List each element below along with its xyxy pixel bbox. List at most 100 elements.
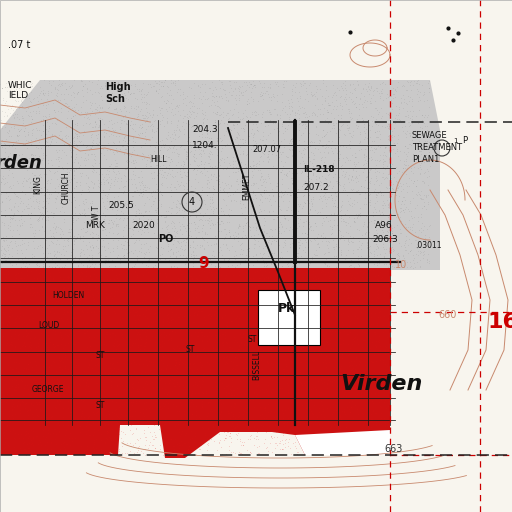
Point [346,429,354,437]
Point [328,98,336,106]
Point [346,117,354,125]
Point [211,295,220,303]
Point [236,330,244,338]
Point [2,212,10,220]
Point [173,364,181,372]
Polygon shape [258,290,320,345]
Point [276,218,284,226]
Point [186,271,195,280]
Point [94,359,102,368]
Point [311,236,319,244]
Point [235,408,243,416]
Point [248,84,257,92]
Point [80,160,89,168]
Point [0,175,6,183]
Point [18,371,26,379]
Point [71,120,79,128]
Point [306,205,314,213]
Point [164,97,173,105]
Point [371,167,379,176]
Point [164,228,173,236]
Point [141,139,149,147]
Point [210,101,219,110]
Point [318,237,326,245]
Point [308,278,316,286]
Point [426,221,434,229]
Point [292,444,300,452]
Point [278,98,286,106]
Point [325,141,333,149]
Point [0,84,7,92]
Point [221,331,229,339]
Point [288,212,296,220]
Point [395,261,403,269]
Point [281,443,289,452]
Point [372,104,380,113]
Point [232,95,241,103]
Point [360,230,369,239]
Text: W T: W T [92,205,101,220]
Point [63,308,71,316]
Point [224,255,232,264]
Point [184,390,193,398]
Point [59,438,68,446]
Point [204,173,212,181]
Point [230,105,238,114]
Point [148,358,157,367]
Point [391,86,399,94]
Point [273,124,282,133]
Point [340,390,348,398]
Point [386,108,394,116]
Point [164,281,172,289]
Point [41,116,50,124]
Point [258,147,266,156]
Point [332,391,340,399]
Point [34,300,42,308]
Point [404,249,412,257]
Point [85,303,93,311]
Point [135,304,143,312]
Point [69,82,77,90]
Point [395,105,403,113]
Point [176,326,184,334]
Point [84,288,92,296]
Point [205,335,213,343]
Point [76,161,84,169]
Point [142,116,150,124]
Point [55,428,63,436]
Point [406,132,414,140]
Point [35,290,44,298]
Point [209,108,218,116]
Point [10,386,18,394]
Point [55,263,63,271]
Point [413,79,421,88]
Point [111,126,119,135]
Point [366,177,374,185]
Point [261,183,269,191]
Point [333,181,342,189]
Point [214,372,222,380]
Point [244,408,252,416]
Point [3,434,11,442]
Point [222,382,230,390]
Point [372,245,380,253]
Point [81,276,89,285]
Point [357,424,366,433]
Point [239,114,247,122]
Point [27,202,35,210]
Point [173,168,181,176]
Point [229,157,237,165]
Point [409,81,417,89]
Point [270,124,278,133]
Point [375,127,383,135]
Point [247,88,255,96]
Point [424,198,432,206]
Point [223,395,231,403]
Point [252,331,261,339]
Point [54,189,62,198]
Point [246,273,254,282]
Point [42,151,51,159]
Point [121,111,129,119]
Point [60,132,69,140]
Point [59,376,68,385]
